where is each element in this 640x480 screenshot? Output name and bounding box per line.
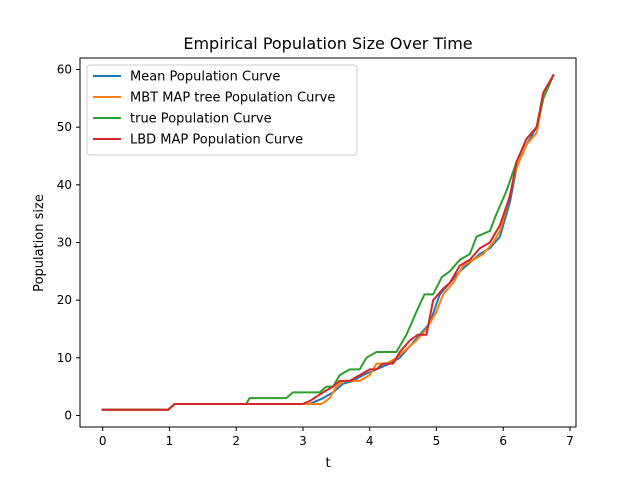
y-tick-label: 40: [57, 178, 72, 192]
y-tick-label: 10: [57, 351, 72, 365]
x-tick-label: 0: [99, 434, 107, 448]
series-layer: [101, 73, 555, 411]
x-tick-label: 2: [232, 434, 240, 448]
y-tick-label: 50: [57, 120, 72, 134]
y-tick-label: 20: [57, 293, 72, 307]
x-tick-label: 4: [366, 434, 374, 448]
legend-label-3: LBD MAP Population Curve: [130, 133, 303, 148]
x-tick-label: 7: [566, 434, 574, 448]
legend-box: [86, 64, 358, 156]
series-line-3: [101, 73, 555, 411]
y-tick-label: 30: [57, 236, 72, 250]
x-tick-label: 6: [499, 434, 507, 448]
legend-label-1: MBT MAP tree Population Curve: [130, 91, 335, 106]
axes-layer: 0 1 2 3 4 5 6 7 0 10 20 30 40 50 60: [57, 57, 577, 448]
series-line-2: [101, 73, 555, 411]
x-tick-label: 1: [166, 434, 174, 448]
chart-title: Empirical Population Size Over Time: [183, 34, 472, 53]
x-axis-label: t: [325, 456, 330, 471]
x-tick-label: 3: [299, 434, 307, 448]
y-axis-label: Population size: [32, 194, 47, 292]
legend: Mean Population Curve MBT MAP tree Popula…: [86, 64, 358, 156]
y-tick-label: 60: [57, 63, 72, 77]
x-tick-label: 5: [433, 434, 441, 448]
legend-label-2: true Population Curve: [130, 112, 272, 127]
y-tick-label: 0: [64, 408, 72, 422]
legend-label-0: Mean Population Curve: [130, 70, 280, 85]
